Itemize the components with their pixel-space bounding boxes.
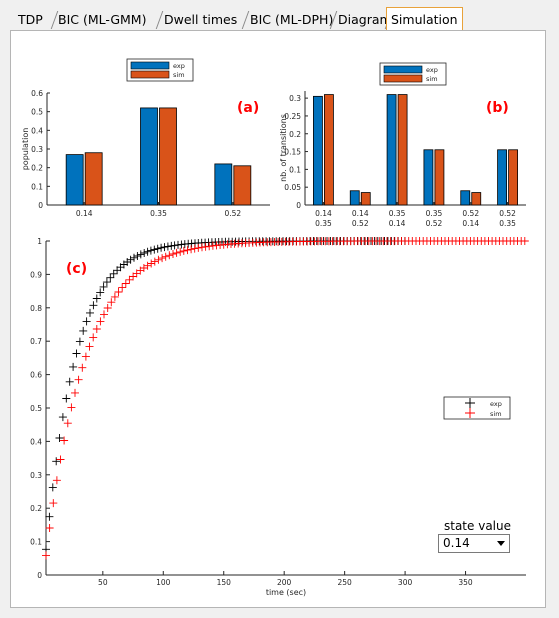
x-tick-label: 0.14: [352, 209, 369, 218]
x-tick-label: 0.35: [426, 209, 443, 218]
simulation-panel: 0 0.1 0.2 0.3 0.4 0.5 0.6 population 0.14 0.35 0.5…: [10, 30, 546, 608]
state-value-selected: 0.14: [443, 536, 470, 550]
y-axis-label: population: [21, 128, 30, 171]
y-tick-label: 0.2: [30, 504, 42, 513]
x-tick-label: 0.35: [315, 219, 332, 228]
bar-sim-2: [397, 94, 408, 206]
legend-label-exp: exp: [490, 400, 502, 408]
y-tick-label: 0.25: [284, 112, 301, 121]
y-tick-label: 0.6: [30, 371, 42, 380]
y-tick-label: 0.8: [30, 304, 42, 313]
x-tick-label: 0.35: [389, 209, 406, 218]
cdf-markers-exp: [42, 237, 409, 554]
x-tick-label: 200: [277, 578, 292, 587]
y-tick-label: 0: [296, 201, 301, 210]
legend-swatch-sim: [130, 70, 170, 79]
tab-bic-ml-dph[interactable]: BIC (ML-DPH): [250, 12, 334, 27]
bar-sim-3: [434, 149, 445, 206]
y-tick-label: 0.4: [31, 126, 43, 135]
y-tick-label: 0.7: [30, 337, 42, 346]
bar-sim-1: [159, 107, 177, 206]
legend-swatch-exp: [130, 61, 170, 70]
y-tick-label: 0.1: [289, 165, 301, 174]
legend-swatch-sim: [383, 74, 423, 83]
y-tick-label: 0.15: [284, 148, 301, 157]
y-tick-label: 0.1: [30, 538, 42, 547]
bar-exp-1: [140, 107, 158, 206]
bar-exp-0: [313, 95, 323, 206]
y-tick-label: 0.3: [289, 94, 301, 103]
y-tick-label: 0: [37, 571, 42, 580]
bar-exp-4: [460, 190, 471, 206]
x-tick-label: 0.35: [150, 209, 167, 218]
x-tick-label: 0.52: [426, 219, 443, 228]
bar-exp-0: [65, 154, 84, 206]
y-tick-label: 0.4: [30, 437, 42, 446]
y-tick-label: 0.5: [30, 404, 42, 413]
bar-sim-4: [471, 192, 482, 206]
legend-label-sim: sim: [490, 410, 502, 418]
legend-label-sim: sim: [173, 71, 185, 79]
legend-label-sim: sim: [426, 75, 438, 83]
y-tick-label: 0.9: [30, 270, 42, 279]
panel-letter: (a): [237, 100, 259, 116]
y-tick-label: 0.3: [30, 471, 42, 480]
tab-simulation[interactable]: Simulation: [386, 7, 463, 30]
tab-bic-ml-gmm[interactable]: BIC (ML-GMM): [58, 12, 147, 27]
y-tick-label: 0.6: [31, 89, 43, 98]
x-tick-label: 0.52: [499, 209, 516, 218]
x-tick-label: 350: [458, 578, 473, 587]
state-value-label: state value: [444, 519, 511, 533]
x-tick-label: 0.14: [315, 209, 332, 218]
legend-swatch-exp: [383, 65, 423, 74]
bar-sim-5: [508, 149, 518, 206]
cdf-markers-sim: [42, 237, 529, 560]
x-tick-label: 150: [217, 578, 232, 587]
y-tick-label: 0.2: [31, 164, 43, 173]
bar-sim-0: [324, 94, 334, 206]
bar-sim-0: [84, 152, 103, 206]
tab-dwell-times[interactable]: Dwell times: [164, 12, 238, 27]
legend-label-exp: exp: [426, 66, 438, 74]
bar-sim-2: [233, 165, 252, 206]
y-tick-label: 0.2: [289, 130, 301, 139]
x-tick-label: 0.52: [462, 209, 479, 218]
legend-marker-sim: [465, 408, 475, 418]
x-tick-label: 300: [398, 578, 413, 587]
x-tick-label: 0.52: [352, 219, 369, 228]
panel-letter: (b): [486, 100, 509, 116]
y-tick-label: 0: [38, 201, 43, 210]
legend-label-exp: exp: [173, 62, 185, 70]
x-axis-label: time (sec): [266, 588, 306, 597]
legend-box: [443, 396, 511, 420]
x-tick-label: 0.14: [462, 219, 479, 228]
x-tick-label: 0.14: [389, 219, 406, 228]
x-tick-label: 100: [156, 578, 171, 587]
x-tick-label: 250: [337, 578, 352, 587]
bar-exp-2: [386, 94, 397, 206]
chevron-down-icon: [497, 541, 505, 546]
y-tick-label: 0.5: [31, 108, 43, 117]
y-tick-label: 0.05: [284, 183, 301, 192]
bar-exp-5: [497, 149, 507, 206]
x-tick-label: 0.35: [499, 219, 516, 228]
x-tick-label: 0.52: [224, 209, 241, 218]
y-tick-label: 0.1: [31, 182, 43, 191]
y-tick-label: 1: [37, 237, 42, 246]
y-axis-label: nb. of transitions: [279, 114, 288, 182]
panel-letter: (c): [66, 261, 87, 277]
tab-diagram[interactable]: Diagram: [338, 12, 392, 27]
x-tick-label: 50: [98, 578, 108, 587]
legend-marker-exp: [465, 398, 475, 408]
x-tick-label: 0.14: [76, 209, 93, 218]
tab-tdp[interactable]: TDP: [18, 12, 43, 27]
bar-exp-2: [214, 163, 233, 206]
y-tick-label: 0.3: [31, 145, 43, 154]
state-value-dropdown[interactable]: 0.14: [438, 534, 510, 553]
bar-exp-1: [349, 190, 360, 206]
bar-sim-1: [360, 192, 371, 206]
bar-exp-3: [423, 149, 434, 206]
